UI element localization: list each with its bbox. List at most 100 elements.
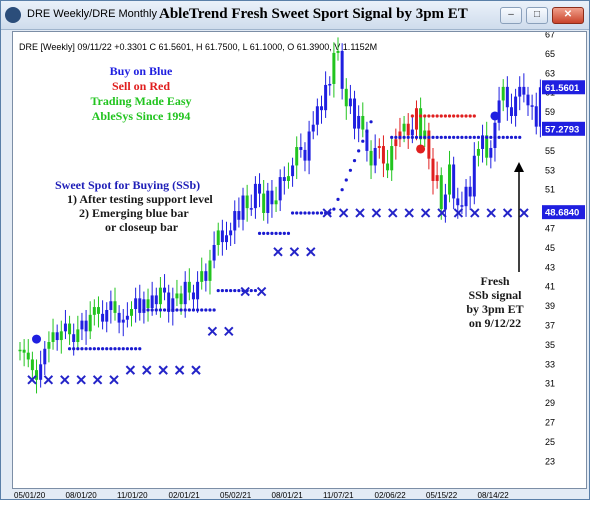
price-bar [398,131,402,140]
price-bar [134,298,138,310]
ssb-annotation-line: or closeup bar [105,220,179,234]
x-mark [256,286,267,297]
price-bar [18,349,22,352]
x-mark-stroke [224,326,234,337]
time-axis: 05/01/20 08/01/20 11/01/20 02/01/21 05/02/21… [12,487,540,500]
stop-dot [270,231,274,235]
fresh-annotation-line: SSb signal [468,288,522,302]
stop-dots [67,114,522,351]
stop-dot-red [443,114,447,118]
x-mark [273,247,283,257]
price-bar [76,329,80,342]
x-mark-stroke [420,208,431,218]
stop-dot [200,308,204,312]
price-bar [295,147,299,166]
stop-dot [208,308,212,312]
price-bar [476,148,480,156]
x-mark-stroke [486,208,496,218]
price-bar [282,177,286,181]
stop-dot [187,308,191,312]
price-label-box [542,121,585,136]
price-bar [130,309,134,316]
price-bar [208,260,212,281]
x-mark [437,208,447,218]
chart-plot-area[interactable]: DRE [Weekly] 09/11/22 +0.3301 C 61.5601,… [12,31,542,489]
stop-dot [253,288,258,293]
stop-dot [303,211,307,215]
stop-dot [195,308,200,312]
stop-dot [340,188,344,192]
x-mark [322,208,332,218]
maximize-button[interactable]: □ [526,7,548,24]
x-mark-stroke [60,375,70,385]
price-bar [175,293,179,299]
fresh-annotation-line: on 9/12/22 [469,316,521,330]
price-bars [18,37,542,394]
stop-dot [311,211,315,215]
price-bar [357,115,361,129]
stop-dot [237,288,241,293]
x-mark [76,375,86,385]
x-mark-stroke [142,365,152,375]
stop-dot [431,135,435,139]
price-bar [361,115,365,130]
stop-dot [414,135,419,139]
price-tick-label: 43 [545,262,555,272]
stop-dot [72,347,76,351]
price-bar [191,292,195,300]
price-bar [315,106,319,125]
signal-marker-red [416,144,426,154]
stop-dot [505,135,509,139]
stop-dot [509,135,514,139]
x-mark-stroke [240,286,250,297]
x-mark [289,247,300,257]
price-bar [497,100,501,123]
price-bar [452,164,456,199]
price-bar [22,349,26,353]
stop-dot [423,135,427,139]
close-button[interactable]: ✕ [552,7,584,24]
time-tick-label: 11/07/21 [323,491,354,500]
title-bar[interactable]: DRE Weekly/DRE Monthly AbleTrend Fresh S… [1,1,589,30]
stop-dot [109,347,113,351]
price-bar [514,96,518,116]
stop-dot [88,347,92,351]
x-mark-stroke [404,208,414,218]
time-tick-label: 08/01/21 [272,491,304,500]
stop-dot [489,135,493,139]
stop-dot [290,211,295,215]
stop-dot [179,308,183,312]
price-bar [204,271,208,281]
price-bar [526,94,530,106]
time-tick-label: 02/01/21 [169,491,201,500]
price-bar [109,301,113,310]
x-mark-stroke [191,365,201,375]
price-bar [47,341,51,349]
x-mark [470,208,480,218]
stop-dot [369,120,373,124]
x-mark [371,208,382,218]
x-mark [404,208,414,218]
price-bar [43,348,47,365]
price-bar [88,314,92,332]
price-bar [266,190,270,213]
signal-marker-blue [32,334,42,344]
stop-dot-red [452,114,456,118]
x-mark-stroke [92,375,103,385]
price-bar [427,130,431,159]
minimize-button[interactable]: – [500,7,522,24]
price-axis: 2325272931333537394143454749515355575961… [541,10,587,489]
price-bar [286,176,290,181]
quote-info-line: DRE [Weekly] 09/11/22 +0.3301 C 61.5601,… [19,42,377,52]
price-bar [373,147,377,166]
fresh-annotation-line: by 3pm ET [466,302,523,316]
price-bar [138,298,142,313]
price-tick-label: 53 [545,165,555,175]
stop-dot [121,347,125,351]
price-bar [377,146,381,148]
price-bar [212,244,216,261]
stop-dot [183,308,187,312]
price-bar [299,147,303,150]
price-bar [369,150,373,166]
price-tick-label: 63 [545,68,555,78]
